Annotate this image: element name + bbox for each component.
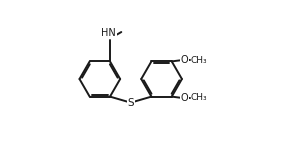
- Text: O: O: [181, 93, 188, 103]
- Text: O: O: [181, 55, 188, 65]
- Text: CH₃: CH₃: [190, 93, 207, 102]
- Text: CH₃: CH₃: [190, 56, 207, 65]
- Text: HN: HN: [101, 28, 116, 38]
- Text: S: S: [128, 98, 134, 108]
